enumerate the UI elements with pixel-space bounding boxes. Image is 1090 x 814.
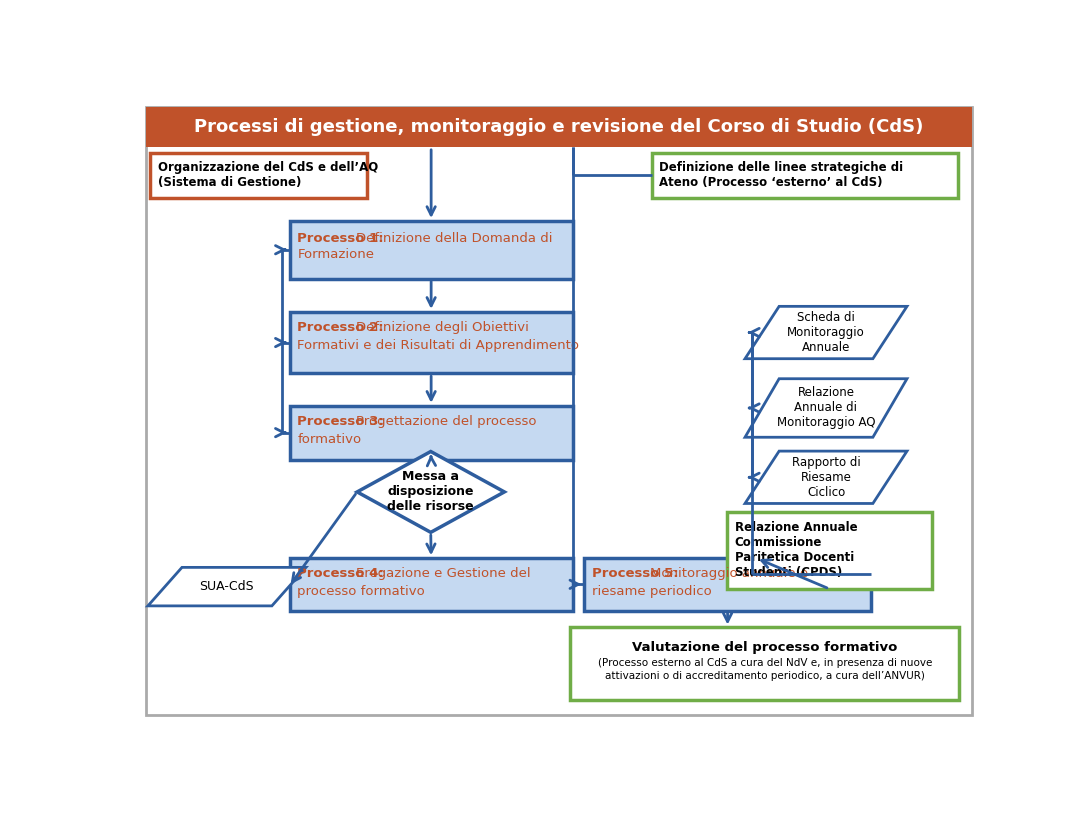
Text: Organizzazione del CdS e dell’AQ
(Sistema di Gestione): Organizzazione del CdS e dell’AQ (Sistem… xyxy=(158,161,378,190)
Text: Processi di gestione, monitoraggio e revisione del Corso di Studio (CdS): Processi di gestione, monitoraggio e rev… xyxy=(194,118,923,136)
Text: Messa a
disposizione
delle risorse: Messa a disposizione delle risorse xyxy=(387,470,474,514)
Text: Formazione: Formazione xyxy=(298,247,375,260)
Text: riesame periodico: riesame periodico xyxy=(592,585,712,598)
Text: Processo 5:: Processo 5: xyxy=(592,567,683,580)
Polygon shape xyxy=(744,306,907,359)
Bar xyxy=(584,558,871,610)
Bar xyxy=(290,405,572,460)
Text: Definizione degli Obiettivi: Definizione degli Obiettivi xyxy=(355,321,529,334)
Text: Definizione della Domanda di: Definizione della Domanda di xyxy=(355,232,552,245)
Polygon shape xyxy=(744,451,907,504)
Bar xyxy=(727,512,932,589)
Text: Processo 2:: Processo 2: xyxy=(298,321,389,334)
Text: SUA-CdS: SUA-CdS xyxy=(199,580,254,593)
Bar xyxy=(290,312,572,374)
Text: Relazione Annuale
Commissione
Paritetica Docenti
Studenti (CPDS): Relazione Annuale Commissione Paritetica… xyxy=(735,522,857,580)
Bar xyxy=(570,628,959,700)
Bar xyxy=(290,221,572,278)
Text: Processo 4:: Processo 4: xyxy=(298,567,389,580)
Bar xyxy=(146,107,971,147)
Text: Progettazione del processo: Progettazione del processo xyxy=(355,415,536,428)
Bar xyxy=(290,558,572,610)
Text: formativo: formativo xyxy=(298,432,362,445)
Text: attivazioni o di accreditamento periodico, a cura dell’ANVUR): attivazioni o di accreditamento periodic… xyxy=(605,671,924,681)
Text: Valutazione del processo formativo: Valutazione del processo formativo xyxy=(632,641,897,654)
Text: Rapporto di
Riesame
Ciclico: Rapporto di Riesame Ciclico xyxy=(791,456,860,499)
Text: Formativi e dei Risultati di Apprendimento: Formativi e dei Risultati di Apprendimen… xyxy=(298,339,580,352)
Polygon shape xyxy=(358,452,505,532)
Polygon shape xyxy=(744,379,907,437)
Polygon shape xyxy=(148,567,306,606)
Text: Monitoraggio annuale e: Monitoraggio annuale e xyxy=(650,567,808,580)
Text: Processo 3:: Processo 3: xyxy=(298,415,389,428)
Text: (Processo esterno al CdS a cura del NdV e, in presenza di nuove: (Processo esterno al CdS a cura del NdV … xyxy=(597,659,932,668)
Text: Erogazione e Gestione del: Erogazione e Gestione del xyxy=(355,567,530,580)
Text: Definizione delle linee strategiche di
Ateno (Processo ‘esterno’ al CdS): Definizione delle linee strategiche di A… xyxy=(659,161,904,190)
Text: Relazione
Annuale di
Monitoraggio AQ: Relazione Annuale di Monitoraggio AQ xyxy=(777,387,875,430)
Text: processo formativo: processo formativo xyxy=(298,585,425,598)
Text: Scheda di
Monitoraggio
Annuale: Scheda di Monitoraggio Annuale xyxy=(787,311,864,354)
Text: Processo 1:: Processo 1: xyxy=(298,232,389,245)
Bar xyxy=(150,153,367,198)
Bar xyxy=(652,153,958,198)
